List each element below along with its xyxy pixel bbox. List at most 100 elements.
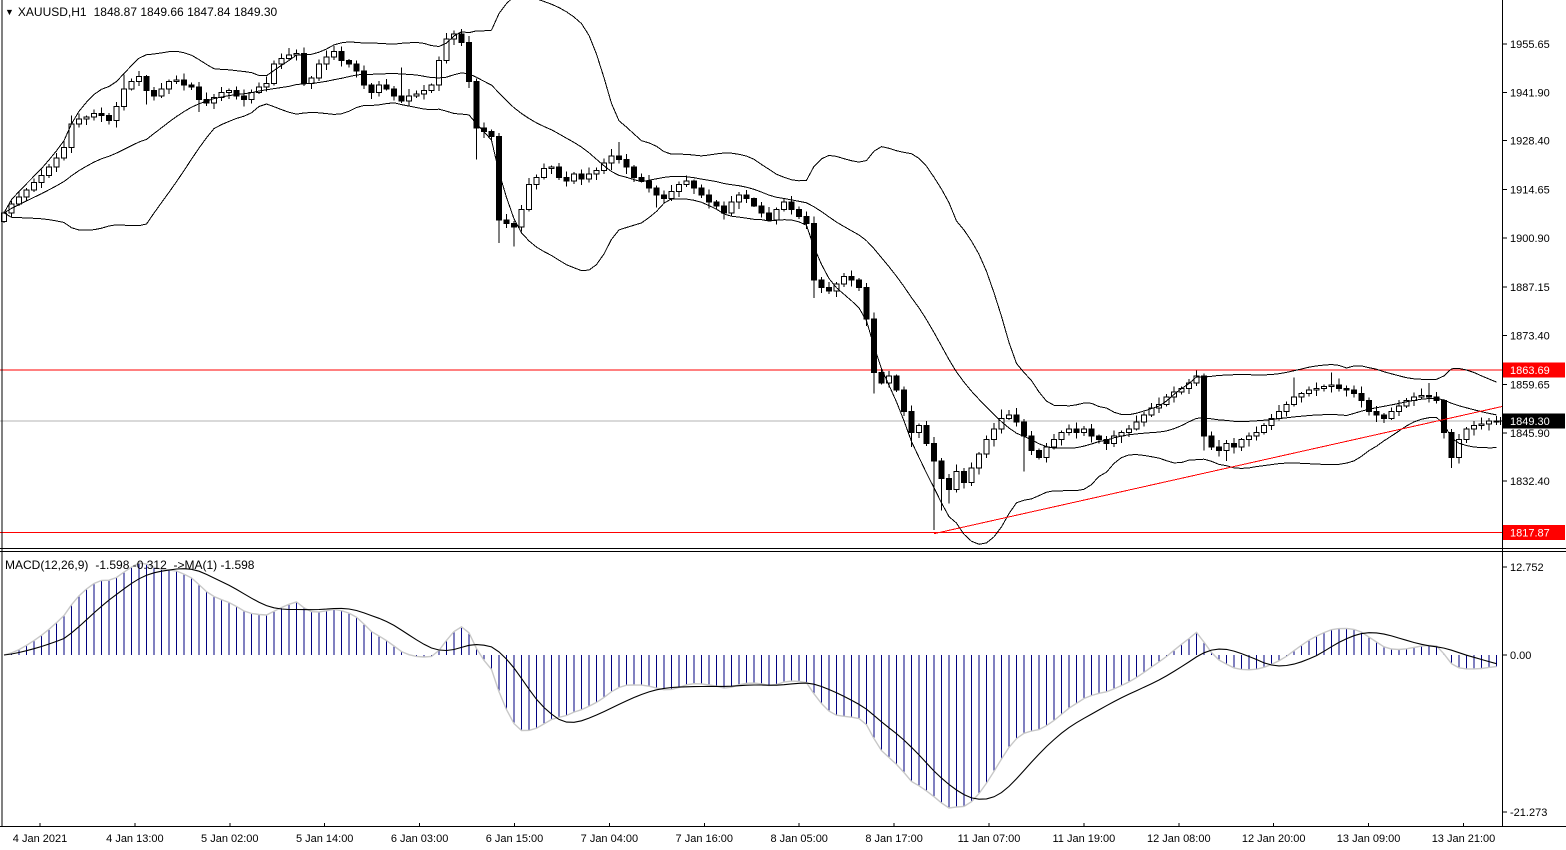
quote-open: 1848.87 (93, 5, 137, 19)
bull-candle (226, 90, 232, 93)
quote-high: 1849.66 (140, 5, 184, 19)
bull-candle (1253, 432, 1260, 437)
bull-candle (316, 63, 322, 79)
bear-candle (826, 286, 832, 292)
bear-candle (98, 113, 105, 116)
bull-candle (1141, 414, 1147, 423)
bear-candle (661, 194, 667, 200)
bull-candle (1111, 435, 1117, 444)
bull-candle (1313, 387, 1320, 391)
candles-series (1, 29, 1500, 531)
bull-candle (286, 54, 292, 60)
macd-signal-value: -0.312 (132, 558, 167, 572)
bull-candle (1328, 384, 1335, 388)
macd-signal-line (3, 568, 1497, 800)
price-axis-label: 1955.65 (1510, 39, 1550, 51)
macd-ma-value: ->MA(1) -1.598 (173, 558, 255, 572)
bull-candle (533, 176, 540, 185)
bull-candle (1463, 428, 1470, 441)
bull-candle (676, 183, 682, 193)
bull-candle (31, 182, 37, 191)
price-axis-label: 1845.90 (1510, 428, 1550, 440)
macd-lines (3, 562, 1497, 809)
bull-candle (1283, 403, 1290, 412)
bull-candle (1471, 425, 1477, 430)
bull-candle (128, 81, 135, 90)
bear-candle (698, 187, 705, 196)
bull-candle (518, 208, 525, 228)
bear-candle (346, 59, 352, 65)
bull-candle (781, 201, 787, 210)
bull-candle (728, 201, 735, 214)
time-axis[interactable]: 4 Jan 2021 4 Jan 13:00 5 Jan 02:00 5 Jan 14… (13, 823, 1496, 845)
bull-candle (413, 93, 420, 97)
bear-candle (466, 42, 472, 83)
time-axis-label: 5 Jan 02:00 (201, 833, 259, 845)
price-axis-label: 1928.40 (1510, 136, 1550, 148)
bull-candle (23, 189, 30, 198)
bear-candle (181, 79, 187, 86)
bull-candle (586, 173, 592, 180)
bull-candle (1223, 442, 1230, 451)
macd-axis[interactable]: 12.752 0.00 -21.273 (1502, 562, 1547, 819)
bear-candle (301, 52, 307, 84)
price-axis-label: 1900.90 (1510, 233, 1550, 245)
bull-candle (308, 77, 315, 84)
bull-candle (1403, 400, 1410, 407)
bear-candle (368, 84, 375, 93)
price-badge (1503, 413, 1565, 429)
price-badge (1503, 524, 1565, 540)
bear-candle (1381, 414, 1387, 419)
bear-candle (578, 173, 585, 180)
bear-candle (1216, 446, 1222, 451)
bull-candle (526, 183, 532, 210)
bear-candle (863, 286, 870, 320)
bear-candle (691, 180, 697, 189)
bull-candle (953, 471, 960, 490)
bear-candle (361, 70, 367, 86)
quote-close: 1849.30 (233, 5, 278, 19)
bear-candle (706, 194, 712, 203)
bear-candle (1343, 387, 1350, 391)
bollinger-upper-band (3, 0, 1497, 416)
bull-candle (541, 168, 547, 178)
bear-candle (338, 51, 345, 61)
bull-candle (158, 88, 165, 97)
macd-axis-label: 0.00 (1510, 650, 1531, 662)
bear-candle (1426, 394, 1432, 398)
price-axis[interactable]: 1955.65 1941.90 1928.40 1914.65 1900.90 1887.… (1502, 39, 1565, 540)
bear-candle (556, 166, 562, 178)
bear-candle (1366, 400, 1372, 412)
bear-candle (818, 279, 825, 288)
bull-candle (443, 38, 450, 61)
bull-candle (668, 191, 675, 200)
bear-candle (1096, 435, 1102, 441)
bull-candle (976, 453, 982, 469)
bull-candle (773, 208, 780, 221)
bull-candle (76, 118, 82, 125)
price-badge (1503, 362, 1565, 378)
symbol-dropdown-icon[interactable]: ▼ (5, 7, 14, 17)
bull-candle (1148, 407, 1155, 416)
time-axis-label: 11 Jan 07:00 (958, 833, 1021, 845)
bear-candle (1441, 400, 1447, 434)
bull-candle (1298, 393, 1305, 398)
bear-candle (196, 86, 202, 100)
bear-candle (803, 215, 810, 224)
bull-candle (406, 95, 412, 102)
bear-candle (233, 90, 240, 97)
bear-candle (751, 198, 757, 207)
bear-candle (241, 95, 247, 100)
time-axis-label: 5 Jan 14:00 (296, 833, 354, 845)
bear-candle (616, 155, 622, 161)
bull-candle (1261, 425, 1267, 434)
main-price-pane (0, 0, 1502, 545)
bull-candle (436, 59, 442, 86)
symbol-timeframe-label: XAUUSD,H1 (17, 5, 87, 19)
bull-candle (1388, 410, 1395, 419)
bear-candle (788, 201, 795, 210)
bull-candle (736, 194, 742, 203)
bull-candle (968, 467, 975, 483)
